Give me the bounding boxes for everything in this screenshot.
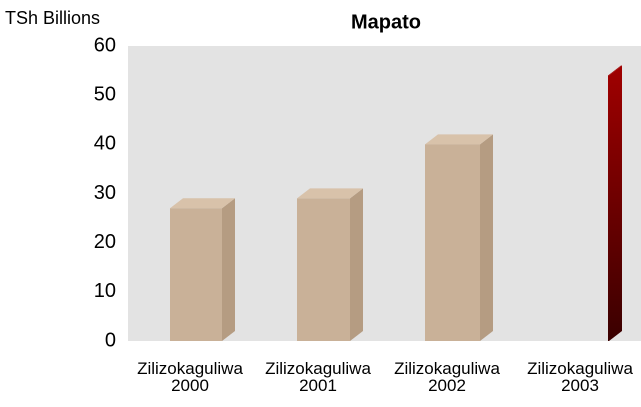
x-tick-label: Zilizokaguliwa 2003 (527, 359, 633, 395)
y-tick-label: 60 (94, 34, 116, 56)
bar-front (297, 198, 350, 341)
bar-top (608, 65, 622, 76)
bar-side (480, 134, 493, 341)
bar-top (297, 188, 363, 199)
bar-front (608, 75, 609, 341)
bar-side (222, 198, 235, 341)
bar (170, 198, 235, 341)
bar-top (170, 198, 235, 209)
x-tick-label: Zilizokaguliwa 2000 (137, 359, 243, 395)
y-tick-label: 30 (94, 182, 116, 204)
bar-top (425, 134, 493, 145)
y-tick-label: 50 (94, 83, 116, 105)
bar-side (350, 188, 363, 341)
y-tick-label: 10 (94, 280, 116, 302)
y-axis-label: TSh Billions (5, 8, 100, 28)
bar (297, 188, 363, 341)
bar (425, 134, 493, 341)
x-tick-label: Zilizokaguliwa 2002 (394, 359, 500, 395)
bar-side (609, 65, 622, 341)
y-tick-label: 0 (105, 329, 116, 351)
bar-front (425, 144, 480, 341)
x-tick-label: Zilizokaguliwa 2001 (265, 359, 371, 395)
bar (608, 65, 622, 341)
y-tick-label: 40 (94, 133, 116, 155)
y-tick-label: 20 (94, 231, 116, 253)
bar-front (170, 208, 222, 341)
chart-title: Mapato (351, 11, 421, 33)
